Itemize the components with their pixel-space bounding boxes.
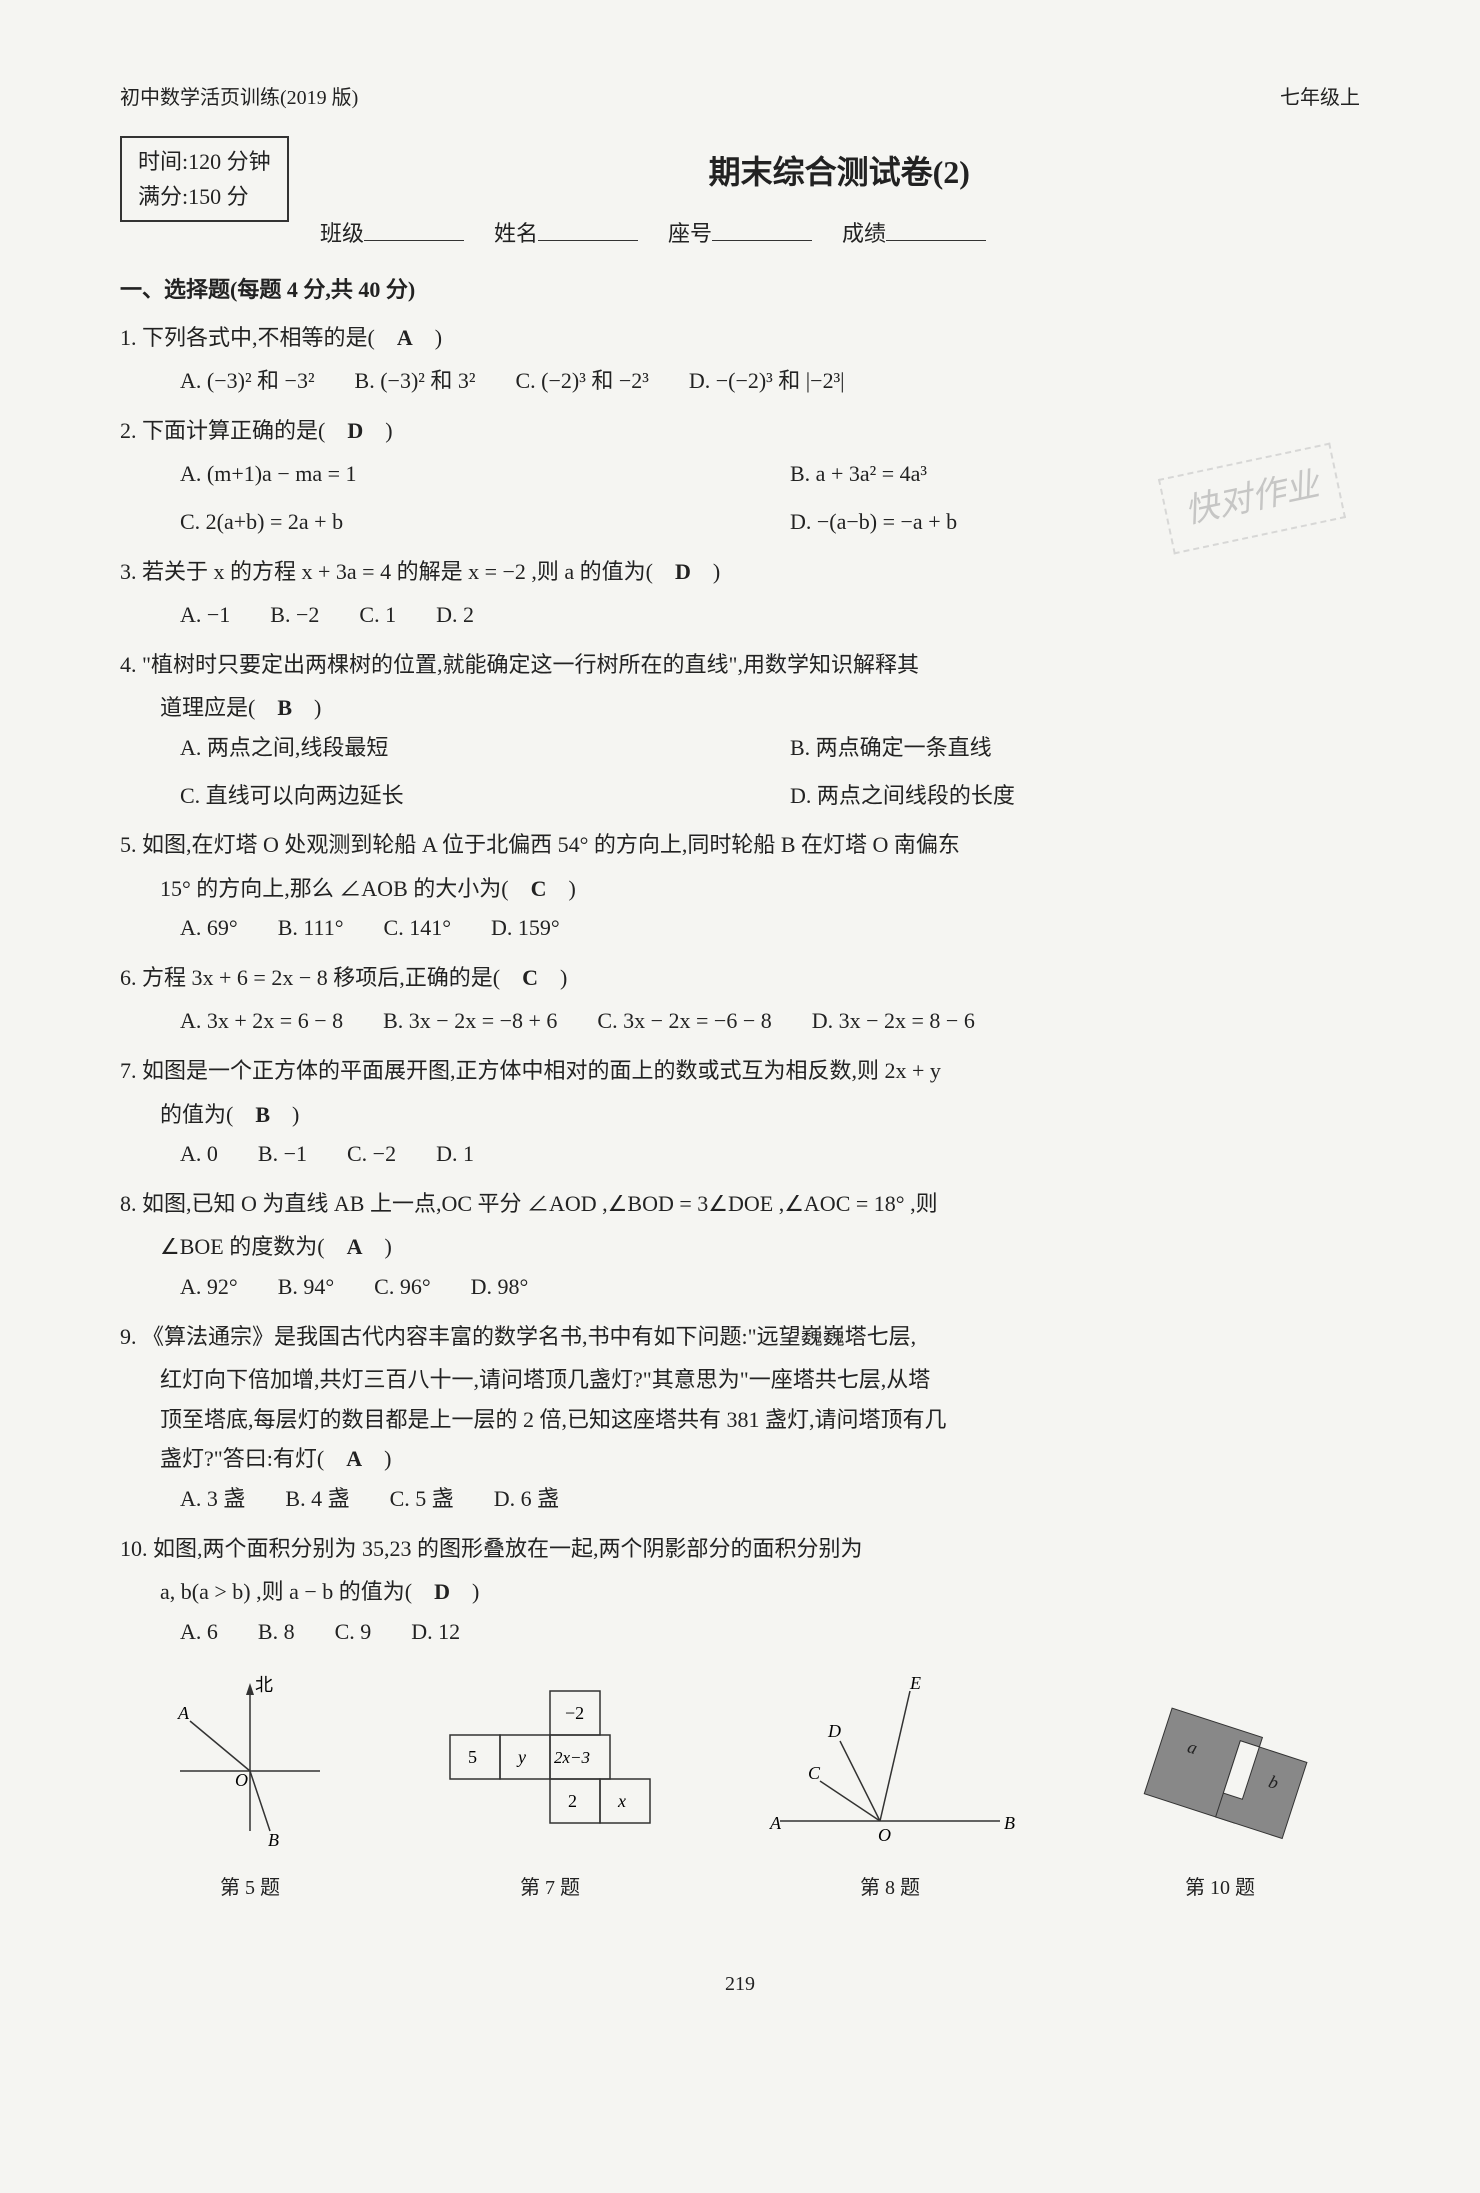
q6-opt-a: A. 3x + 2x = 6 − 8 [180, 1001, 343, 1041]
q1-opt-c: C. (−2)³ 和 −2³ [515, 361, 648, 401]
question-8: 8. 如图,已知 O 为直线 AB 上一点,OC 平分 ∠AOD ,∠BOD =… [120, 1184, 1360, 1307]
full-score: 满分:150 分 [138, 179, 271, 214]
book-title: 初中数学活页训练(2019 版) [120, 80, 358, 116]
q3-opt-c: C. 1 [359, 595, 396, 635]
q9-opt-b: B. 4 盏 [285, 1479, 349, 1519]
svg-text:D: D [827, 1721, 841, 1741]
question-3: 3. 若关于 x 的方程 x + 3a = 4 的解是 x = −2 ,则 a … [120, 552, 1360, 635]
q3-opt-b: B. −2 [270, 595, 319, 635]
svg-text:B: B [1004, 1813, 1015, 1833]
q2-opt-b: B. a + 3a² = 4a³ [790, 454, 1360, 494]
svg-text:2x−3: 2x−3 [554, 1748, 590, 1767]
svg-text:北: 北 [255, 1675, 273, 1695]
q10-opt-d: D. 12 [411, 1612, 460, 1652]
q4-opt-a: A. 两点之间,线段最短 [180, 728, 750, 768]
svg-text:2: 2 [568, 1791, 577, 1811]
question-5: 5. 如图,在灯塔 O 处观测到轮船 A 位于北偏西 54° 的方向上,同时轮船… [120, 825, 1360, 948]
fig5-caption: 第 5 题 [160, 1870, 340, 1906]
fig8-caption: 第 8 题 [760, 1870, 1020, 1906]
svg-text:A: A [177, 1703, 190, 1723]
svg-text:O: O [878, 1825, 891, 1845]
svg-text:x: x [617, 1791, 626, 1811]
q7-opt-b: B. −1 [258, 1134, 307, 1174]
q6-opt-d: D. 3x − 2x = 8 − 6 [812, 1001, 975, 1041]
q10-opt-c: C. 9 [335, 1612, 372, 1652]
q2-opt-a: A. (m+1)a − ma = 1 [180, 454, 750, 494]
angle-diagram: A B C D E O [760, 1671, 1020, 1851]
figure-10: a b 第 10 题 [1120, 1691, 1320, 1906]
q5-opt-b: B. 111° [278, 908, 344, 948]
figure-8: A B C D E O 第 8 题 [760, 1671, 1020, 1906]
q1-opt-a: A. (−3)² 和 −3² [180, 361, 315, 401]
q1-opt-d: D. −(−2)³ 和 |−2³| [689, 361, 845, 401]
q6-opt-b: B. 3x − 2x = −8 + 6 [383, 1001, 557, 1041]
q7-opt-d: D. 1 [436, 1134, 474, 1174]
q3-opt-a: A. −1 [180, 595, 230, 635]
question-10: 10. 如图,两个面积分别为 35,23 的图形叠放在一起,两个阴影部分的面积分… [120, 1529, 1360, 1652]
svg-text:A: A [769, 1813, 782, 1833]
q5-opt-a: A. 69° [180, 908, 238, 948]
student-info-row: 班级 姓名 座号 成绩 [320, 214, 1360, 254]
compass-diagram: 北 A O B [160, 1671, 340, 1851]
svg-text:E: E [909, 1673, 921, 1693]
q4-opt-d: D. 两点之间线段的长度 [790, 776, 1360, 816]
question-2: 2. 下面计算正确的是( D ) A. (m+1)a − ma = 1 B. a… [120, 411, 1360, 542]
q5-opt-d: D. 159° [491, 908, 560, 948]
question-6: 6. 方程 3x + 6 = 2x − 8 移项后,正确的是( C ) A. 3… [120, 958, 1360, 1041]
q7-opt-c: C. −2 [347, 1134, 396, 1174]
question-4: 4. "植树时只要定出两棵树的位置,就能确定这一行树所在的直线",用数学知识解释… [120, 645, 1360, 815]
q7-opt-a: A. 0 [180, 1134, 218, 1174]
info-box: 时间:120 分钟 满分:150 分 [120, 136, 289, 222]
q4-opt-c: C. 直线可以向两边延长 [180, 776, 750, 816]
class-label: 班级 [320, 221, 364, 246]
q9-opt-c: C. 5 盏 [390, 1479, 454, 1519]
q1-opt-b: B. (−3)² 和 3² [355, 361, 476, 401]
q4-opt-b: B. 两点确定一条直线 [790, 728, 1360, 768]
q8-opt-c: C. 96° [374, 1267, 430, 1307]
question-1: 1. 下列各式中,不相等的是( A ) A. (−3)² 和 −3² B. (−… [120, 318, 1360, 401]
svg-text:O: O [235, 1770, 248, 1790]
section-1-header: 一、选择题(每题 4 分,共 40 分) [120, 270, 1360, 310]
svg-text:C: C [808, 1763, 821, 1783]
question-7: 7. 如图是一个正方体的平面展开图,正方体中相对的面上的数或式互为相反数,则 2… [120, 1051, 1360, 1174]
time-limit: 时间:120 分钟 [138, 144, 271, 179]
q8-opt-b: B. 94° [278, 1267, 334, 1307]
grade-fill-label: 成绩 [842, 221, 886, 246]
seat-label: 座号 [668, 221, 712, 246]
q9-opt-a: A. 3 盏 [180, 1479, 245, 1519]
grade-label: 七年级上 [1280, 80, 1360, 116]
q8-opt-a: A. 92° [180, 1267, 238, 1307]
figure-5: 北 A O B 第 5 题 [160, 1671, 340, 1906]
fig7-caption: 第 7 题 [440, 1870, 660, 1906]
svg-text:5: 5 [468, 1747, 477, 1767]
q5-opt-c: C. 141° [384, 908, 451, 948]
name-label: 姓名 [494, 221, 538, 246]
q6-opt-c: C. 3x − 2x = −6 − 8 [597, 1001, 771, 1041]
q10-opt-b: B. 8 [258, 1612, 295, 1652]
q10-opt-a: A. 6 [180, 1612, 218, 1652]
exam-title: 期末综合测试卷(2) [319, 136, 1360, 202]
q9-opt-d: D. 6 盏 [494, 1479, 559, 1519]
q2-opt-c: C. 2(a+b) = 2a + b [180, 502, 750, 542]
cube-net: −2 5 y 2x−3 2 x [440, 1671, 660, 1851]
q3-opt-d: D. 2 [436, 595, 474, 635]
svg-text:y: y [516, 1747, 526, 1767]
page-number: 219 [120, 1966, 1360, 2002]
svg-text:B: B [268, 1830, 279, 1850]
fig10-caption: 第 10 题 [1120, 1870, 1320, 1906]
question-9: 9. 《算法通宗》是我国古代内容丰富的数学名书,书中有如下问题:"远望巍巍塔七层… [120, 1317, 1360, 1519]
overlap-diagram: a b [1120, 1691, 1320, 1851]
figure-7: −2 5 y 2x−3 2 x 第 7 题 [440, 1671, 660, 1906]
svg-text:−2: −2 [565, 1703, 584, 1723]
q2-opt-d: D. −(a−b) = −a + b [790, 502, 1360, 542]
q8-opt-d: D. 98° [471, 1267, 529, 1307]
